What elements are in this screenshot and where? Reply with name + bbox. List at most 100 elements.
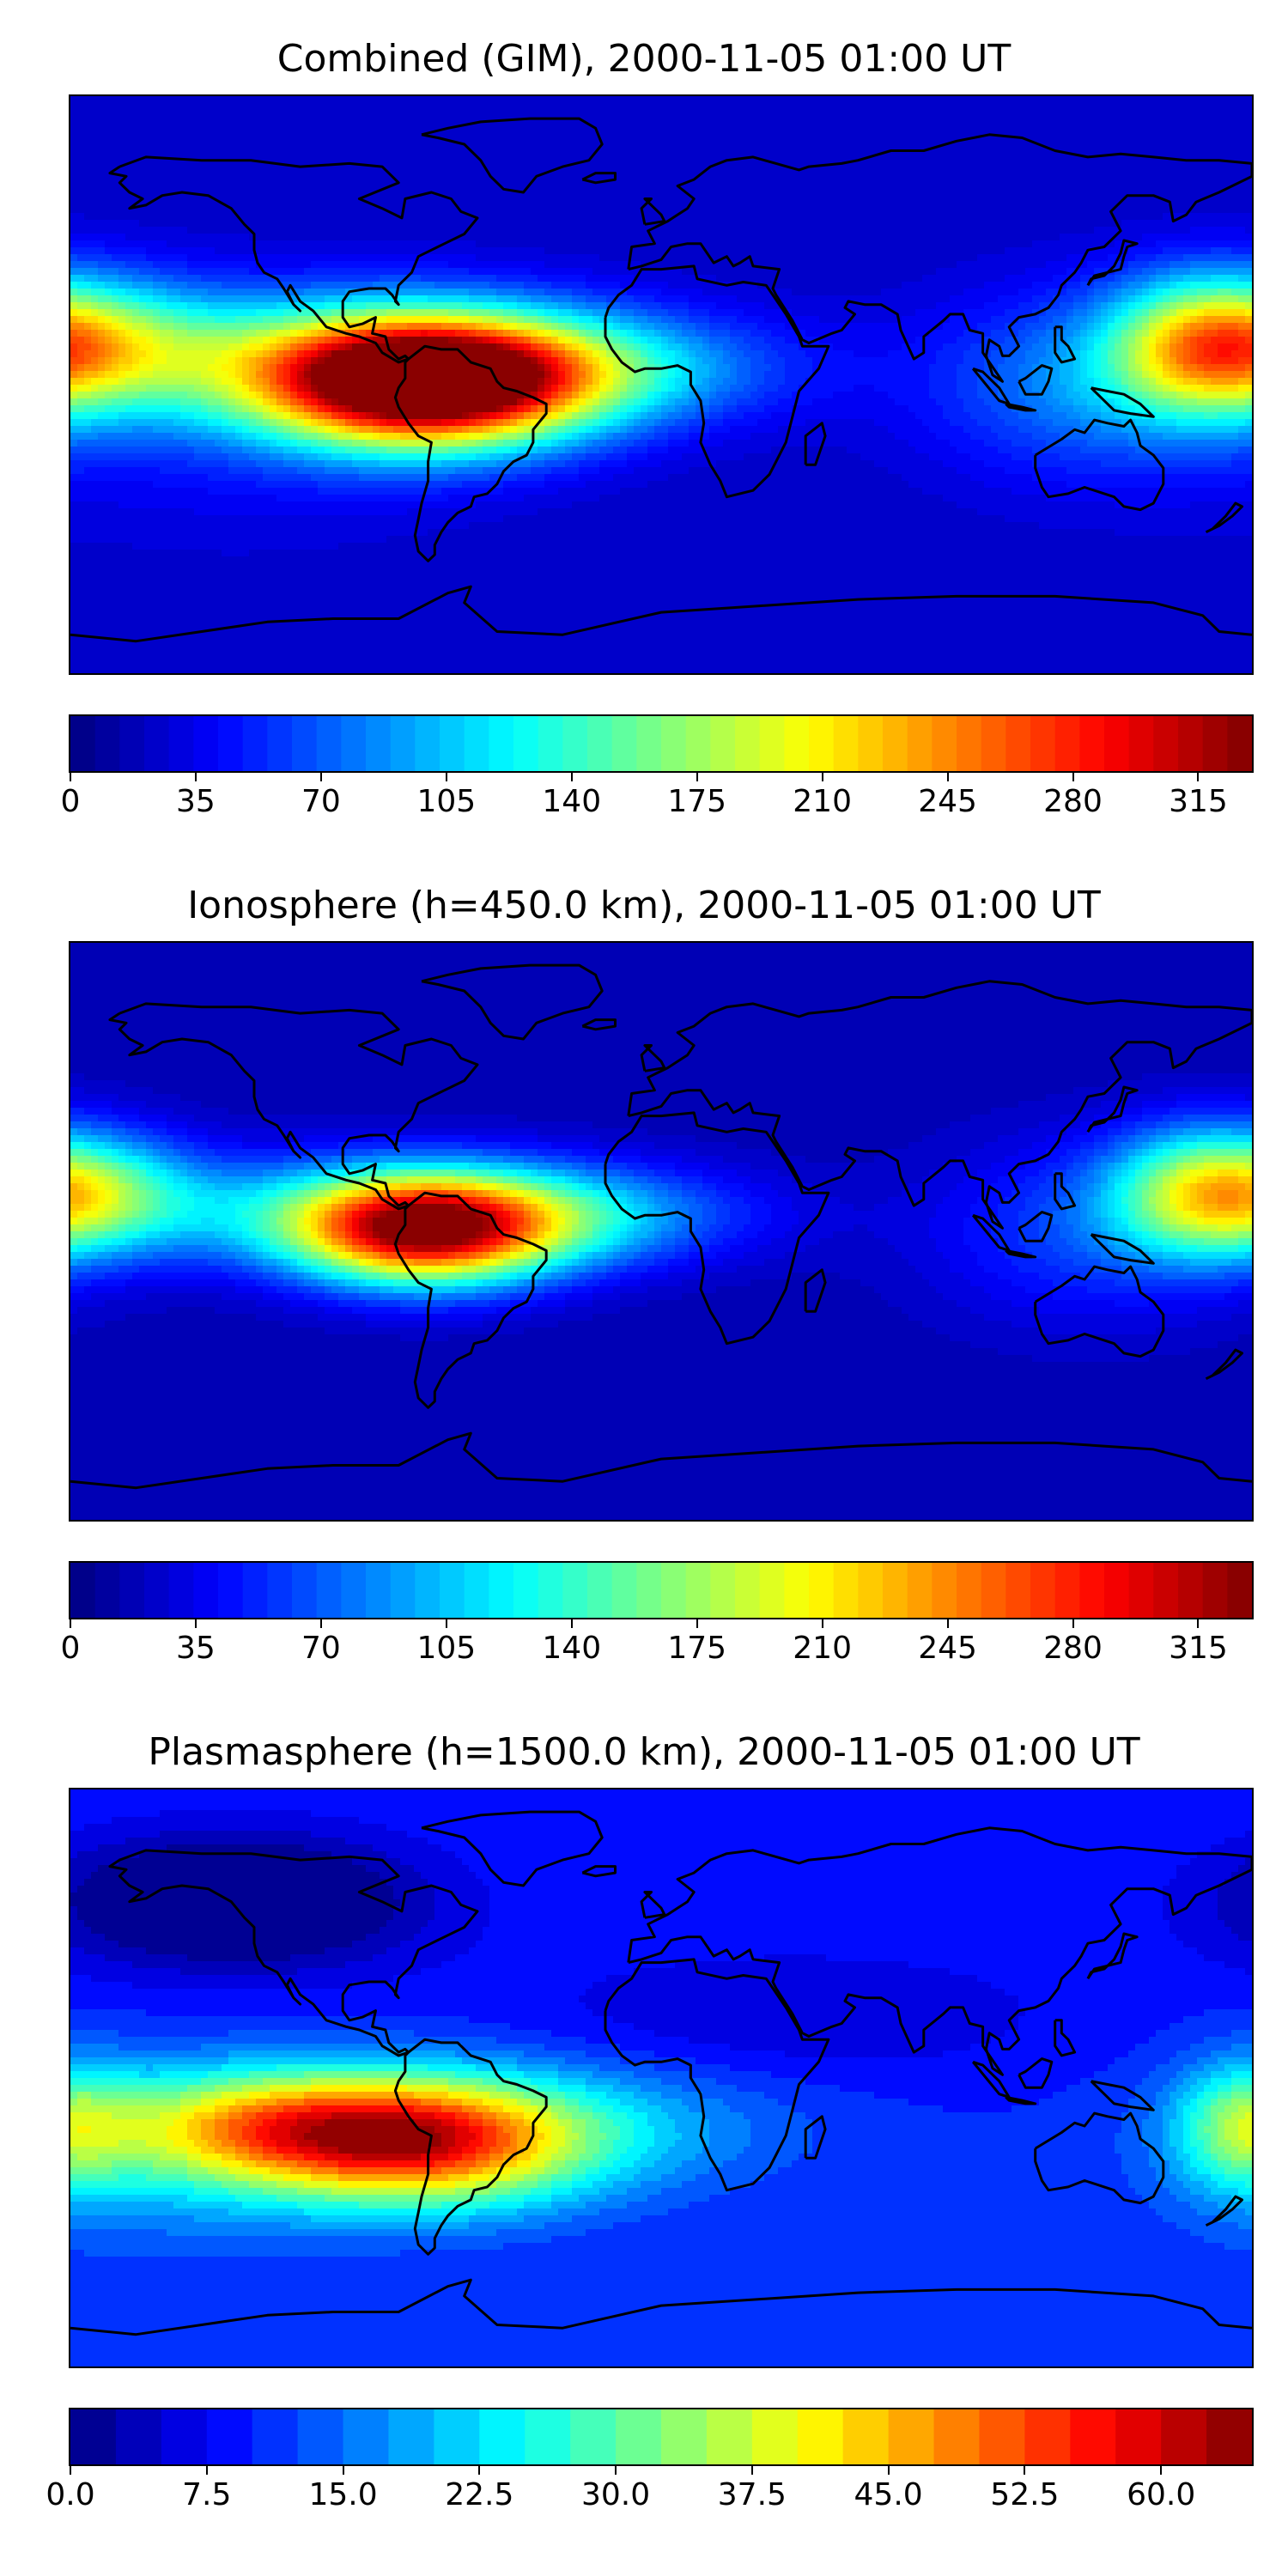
field-cell [1224, 110, 1232, 118]
field-cell [1080, 158, 1088, 166]
field-cell [586, 124, 593, 131]
field-cell [180, 179, 188, 186]
field-cell [977, 289, 985, 296]
field-cell [1060, 192, 1067, 200]
field-cell [826, 131, 834, 138]
field-cell [826, 213, 834, 221]
field-cell [771, 96, 779, 104]
field-cell [647, 254, 655, 262]
field-cell [586, 165, 593, 173]
field-cell [654, 110, 662, 118]
field-cell [242, 282, 250, 289]
field-cell [270, 282, 277, 289]
field-cell [366, 261, 374, 269]
field-cell [778, 137, 786, 145]
field-cell [1149, 179, 1157, 186]
field-cell [599, 137, 607, 145]
field-cell [1245, 254, 1252, 262]
field-cell [304, 103, 312, 111]
field-cell [366, 282, 374, 289]
field-cell [434, 165, 442, 173]
field-cell [998, 220, 1005, 228]
field-cell [325, 213, 332, 221]
field-cell [1156, 96, 1163, 104]
field-cell [1224, 261, 1232, 269]
field-cell [338, 261, 346, 269]
field-cell [778, 131, 786, 138]
field-cell [331, 220, 339, 228]
field-cell [1060, 240, 1067, 248]
field-cell [847, 117, 854, 125]
field-cell [1238, 275, 1246, 283]
field-cell [1060, 234, 1067, 241]
field-cell [180, 131, 188, 138]
field-cell [283, 254, 291, 262]
field-cell [860, 282, 868, 289]
field-cell [270, 185, 277, 193]
field-cell [331, 213, 339, 221]
field-cell [1073, 172, 1081, 179]
field-cell [1128, 117, 1136, 125]
field-cell [1025, 158, 1033, 166]
field-cell [434, 282, 442, 289]
field-cell [441, 117, 449, 125]
field-cell [627, 261, 635, 269]
field-cell [1197, 268, 1205, 276]
field-cell [201, 240, 209, 248]
field-cell [270, 227, 277, 234]
field-cell [1149, 289, 1157, 296]
field-cell [1115, 206, 1122, 214]
field-cell [222, 124, 229, 131]
field-cell [799, 117, 806, 125]
field-cell [929, 124, 937, 131]
field-cell [496, 275, 504, 283]
field-cell [654, 289, 662, 296]
field-cell [1176, 172, 1184, 179]
field-cell [716, 103, 724, 111]
field-cell [860, 289, 868, 296]
field-cell [1231, 220, 1239, 228]
field-cell [723, 103, 731, 111]
field-cell [139, 158, 147, 166]
field-cell [338, 165, 346, 173]
field-cell [434, 103, 442, 111]
field-cell [668, 227, 676, 234]
field-cell [730, 247, 738, 255]
field-cell [386, 185, 394, 193]
field-cell [338, 158, 346, 166]
field-cell [977, 240, 985, 248]
field-cell [476, 103, 483, 111]
field-cell [160, 172, 167, 179]
field-cell [874, 282, 882, 289]
field-cell [1142, 282, 1150, 289]
field-cell [476, 110, 483, 118]
field-cell [1190, 220, 1198, 228]
field-cell [311, 110, 319, 118]
field-cell [1245, 275, 1252, 283]
field-cell [565, 131, 573, 138]
field-cell [469, 206, 477, 214]
field-cell [634, 213, 641, 221]
field-cell [194, 137, 202, 145]
field-cell [1218, 131, 1225, 138]
field-cell [1245, 220, 1252, 228]
field-cell [1066, 282, 1074, 289]
field-cell [91, 110, 99, 118]
field-cell [1060, 254, 1067, 262]
field-cell [531, 227, 538, 234]
field-cell [297, 158, 305, 166]
field-cell [792, 240, 799, 248]
field-cell [551, 151, 559, 159]
field-cell [352, 185, 360, 193]
field-cell [915, 275, 923, 283]
field-cell [641, 137, 648, 145]
field-cell [455, 96, 463, 104]
field-cell [730, 151, 738, 159]
field-cell [270, 172, 277, 179]
field-cell [105, 144, 112, 152]
field-cell [1012, 234, 1019, 241]
field-cell [654, 268, 662, 276]
field-cell [606, 124, 614, 131]
field-cell [641, 227, 648, 234]
field-cell [276, 158, 284, 166]
